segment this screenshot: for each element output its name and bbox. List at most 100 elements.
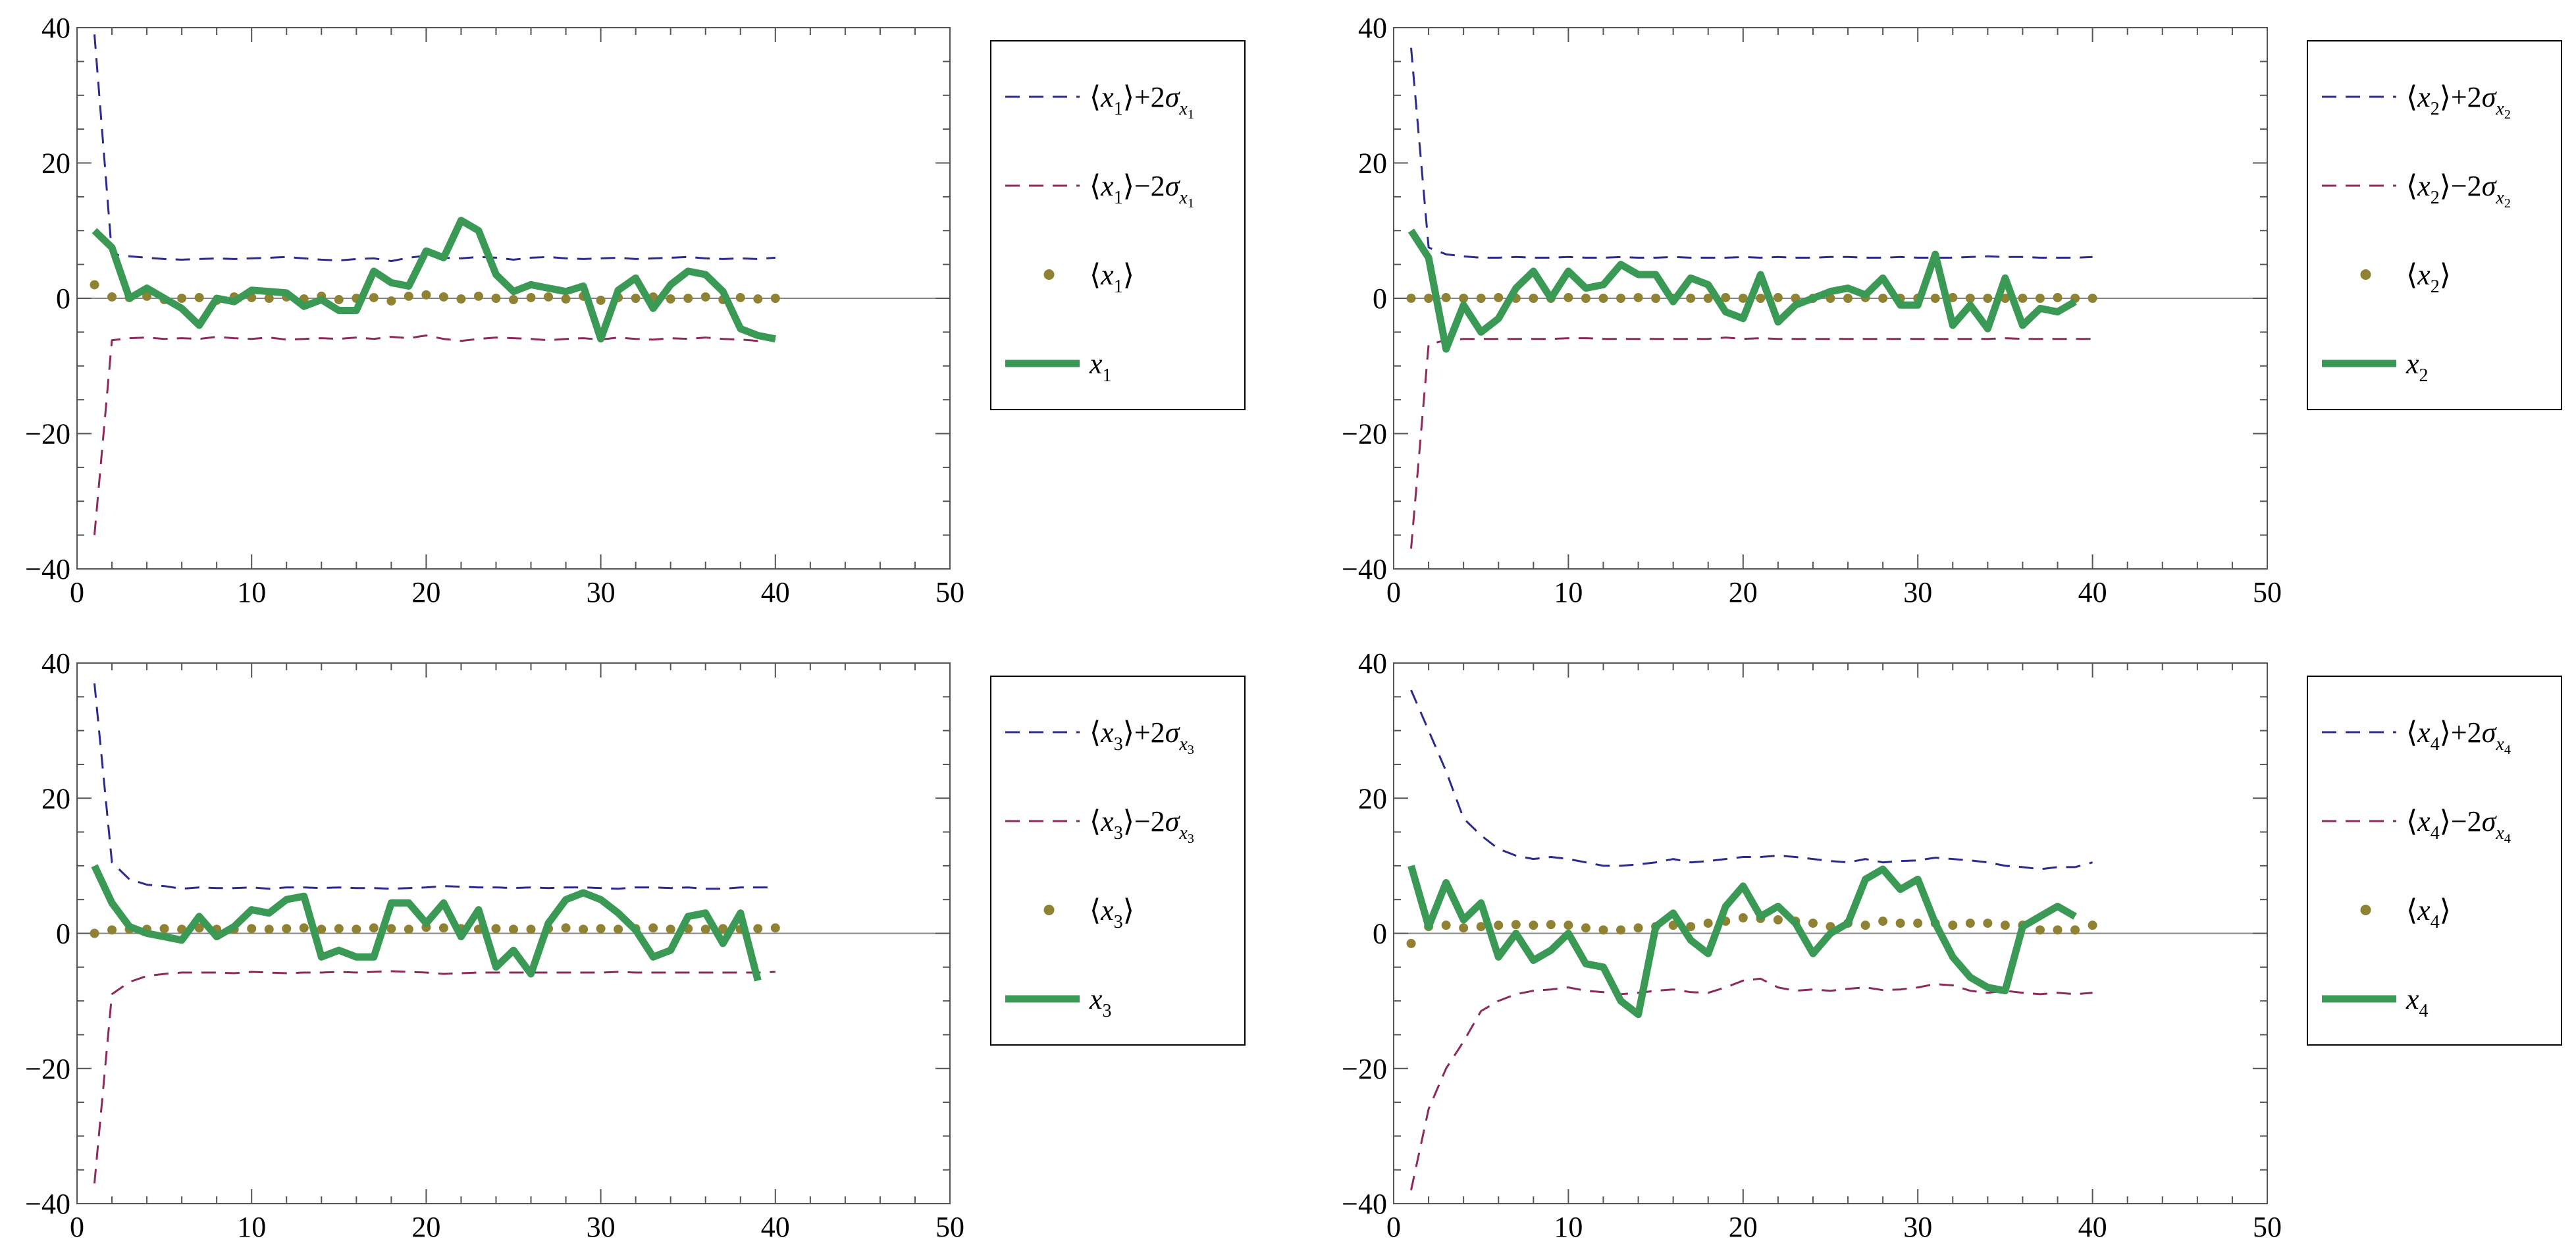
mean-point	[194, 292, 204, 302]
mean-point	[159, 924, 169, 934]
mean-point	[666, 924, 675, 934]
y-tick-label: 0	[1373, 918, 1387, 950]
legend-label-upper: ⟨x4⟩+2σx4	[2406, 716, 2511, 757]
mean-point	[614, 924, 623, 934]
subplot-1: 0 10 20 30 40 50 −40 −20 0 20 40 ⟨x1⟩+2σx1 ⟨x1⟩−2σx…	[25, 12, 1246, 608]
mean-point	[334, 295, 344, 305]
mean-point	[317, 924, 327, 934]
x-tick-label: 30	[1903, 1211, 1932, 1243]
series-upper-line	[93, 34, 775, 262]
mean-point	[544, 292, 554, 302]
mean-point	[1424, 294, 1434, 303]
mean-point	[1703, 294, 1713, 303]
x-tick-label: 50	[935, 1211, 964, 1243]
series-state-line	[92, 217, 776, 343]
series-state-line	[1407, 228, 2077, 353]
mean-point	[770, 294, 780, 303]
mean-point	[1948, 292, 1958, 302]
mean-point	[1738, 913, 1748, 922]
y-tick-label: −40	[25, 553, 70, 585]
mean-point	[1441, 921, 1451, 930]
series-lower-line	[1410, 977, 2093, 1190]
x-tick-label: 20	[1729, 576, 1758, 608]
mean-point	[596, 296, 606, 306]
y-tick-label: 40	[41, 12, 70, 44]
mean-point	[1494, 292, 1504, 302]
y-tick-label: −20	[25, 1053, 70, 1085]
mean-point	[2000, 921, 2010, 930]
y-tick-label: 40	[1358, 12, 1387, 44]
mean-point	[299, 923, 309, 933]
legend: ⟨x1⟩+2σx1 ⟨x1⟩−2σx1 ⟨x1⟩ x1	[990, 40, 1246, 410]
mean-point	[352, 924, 361, 934]
mean-point	[1965, 919, 1975, 928]
mean-point	[1459, 294, 1469, 303]
mean-point	[456, 294, 466, 304]
mean-point	[1476, 294, 1486, 303]
mean-point	[735, 292, 745, 302]
mean-point	[1529, 294, 1538, 303]
mean-point	[90, 280, 99, 290]
legend: ⟨x4⟩+2σx4 ⟨x4⟩−2σx4 ⟨x4⟩ x4	[2307, 676, 2562, 1046]
legend: ⟨x3⟩+2σx3 ⟨x3⟩−2σx3 ⟨x3⟩ x3	[990, 676, 1246, 1046]
mean-point	[1406, 294, 1416, 303]
x-tick-label: 40	[761, 1211, 790, 1243]
mean-point	[1773, 292, 1783, 302]
series-upper-line	[1410, 47, 2093, 259]
mean-point	[90, 928, 99, 938]
mean-point	[404, 291, 413, 301]
x-tick-label: 30	[1903, 576, 1932, 608]
y-tick-label: 20	[41, 782, 70, 814]
legend-label-lower: ⟨x1⟩−2σx1	[1090, 170, 1194, 211]
mean-point	[561, 294, 571, 304]
subplot-2: 0 10 20 30 40 50 −40 −20 0 20 40 ⟨x2⟩+2σx2 ⟨x2⟩−2σx…	[1342, 12, 2562, 608]
mean-point	[1983, 919, 1993, 928]
mean-point	[1633, 292, 1643, 302]
mean-point	[421, 290, 431, 300]
legend-label-state: x2	[2405, 348, 2429, 386]
y-tick-label: −40	[1342, 553, 1387, 585]
mean-point	[2053, 292, 2063, 302]
legend-label-state: x3	[1089, 983, 1112, 1021]
mean-point	[683, 294, 693, 303]
mean-point	[2018, 294, 2028, 303]
legend: ⟨x2⟩+2σx2 ⟨x2⟩−2σx2 ⟨x2⟩ x2	[2307, 40, 2562, 410]
mean-point	[1616, 294, 1626, 303]
mean-point	[1686, 294, 1696, 303]
legend-label-upper: ⟨x1⟩+2σx1	[1090, 81, 1194, 122]
mean-point	[2053, 925, 2063, 935]
mean-point	[2088, 294, 2097, 303]
mean-point	[491, 924, 501, 934]
x-tick-label: 0	[70, 576, 84, 608]
mean-point	[2035, 925, 2045, 935]
x-tick-label: 40	[761, 576, 790, 608]
mean-point	[247, 924, 257, 934]
x-tick-label: 10	[237, 576, 266, 608]
mean-point	[1983, 294, 1993, 303]
x-tick-label: 10	[237, 1211, 266, 1243]
x-tick-label: 50	[2253, 1211, 2282, 1243]
mean-point	[1459, 923, 1469, 933]
mean-point	[2035, 294, 2045, 303]
legend-swatch-mean	[1043, 905, 1055, 915]
y-tick-label: 0	[1373, 282, 1387, 315]
mean-point	[1773, 915, 1783, 924]
series-lower-line	[1410, 336, 2093, 549]
y-tick-label: 40	[1358, 647, 1387, 680]
x-tick-label: 10	[1554, 1211, 1583, 1243]
legend-label-state: x1	[1089, 348, 1112, 386]
x-tick-label: 40	[2078, 1211, 2107, 1243]
mean-point	[2088, 921, 2097, 930]
mean-point	[2000, 294, 2010, 303]
mean-point	[1581, 294, 1590, 303]
series-state-line	[1407, 865, 2077, 1019]
y-tick-label: 0	[56, 918, 70, 950]
mean-point	[1895, 919, 1905, 928]
x-tick-label: 30	[587, 576, 616, 608]
legend-label-upper: ⟨x3⟩+2σx3	[1090, 716, 1194, 757]
mean-point	[1703, 919, 1713, 928]
mean-point	[1913, 919, 1923, 928]
mean-point	[1564, 921, 1573, 930]
mean-point	[438, 292, 448, 302]
